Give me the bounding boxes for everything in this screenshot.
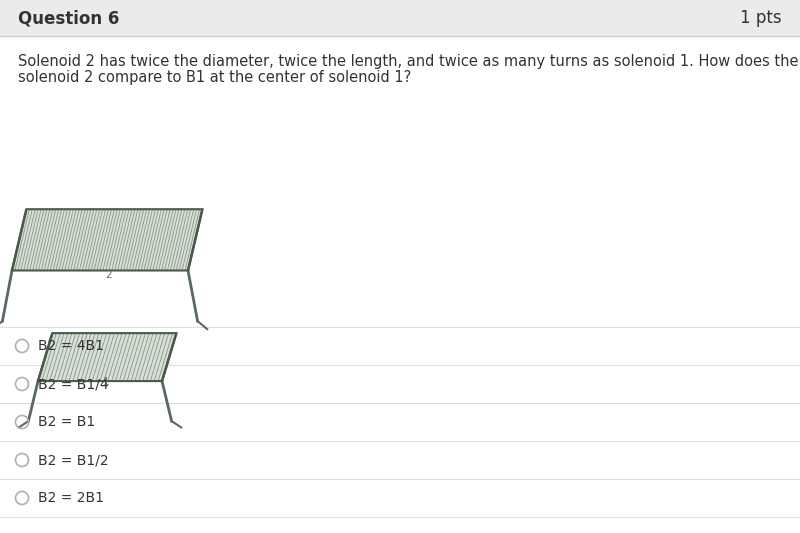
Text: Question 6: Question 6 (18, 9, 119, 27)
Text: Solenoid 2 has twice the diameter, twice the length, and twice as many turns as : Solenoid 2 has twice the diameter, twice… (18, 54, 800, 69)
Text: 1: 1 (103, 377, 110, 387)
Text: solenoid 2 compare to B1 at the center of solenoid 1?: solenoid 2 compare to B1 at the center o… (18, 70, 411, 85)
Text: 2: 2 (106, 270, 112, 280)
Text: B2 = 4B1: B2 = 4B1 (38, 339, 104, 353)
Bar (0, 0, 800, 36)
Text: B2 = B1/2: B2 = B1/2 (38, 453, 109, 467)
Text: B2 = B1: B2 = B1 (38, 415, 95, 429)
Text: B2 = 2B1: B2 = 2B1 (38, 491, 104, 505)
Text: B2 = B1/4: B2 = B1/4 (38, 377, 109, 391)
Polygon shape (12, 209, 202, 271)
Text: 1 pts: 1 pts (740, 9, 782, 27)
Polygon shape (38, 333, 176, 381)
